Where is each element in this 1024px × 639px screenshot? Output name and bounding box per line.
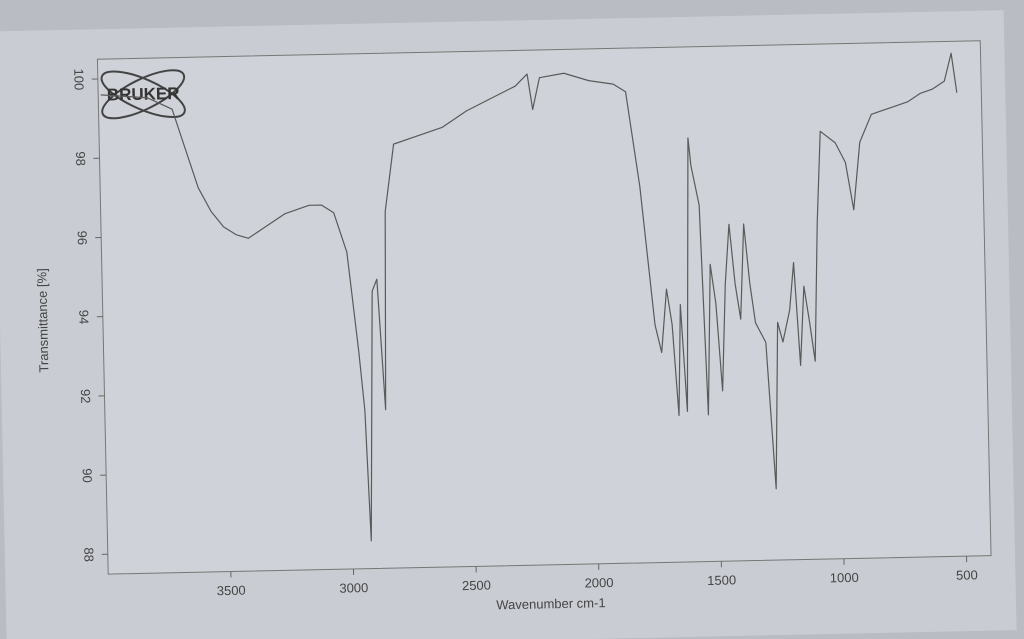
y-tick-label: 88	[81, 547, 96, 562]
y-tick-label: 90	[80, 468, 95, 483]
y-tick-label: 94	[76, 310, 91, 325]
x-tick-label: 2500	[462, 578, 491, 594]
spectrum-line	[100, 52, 958, 542]
x-axis-label: Wavenumber cm-1	[496, 595, 606, 612]
x-tick-label: 2000	[584, 575, 613, 591]
x-tick-label: 1000	[830, 570, 859, 586]
y-tick-label: 92	[78, 389, 93, 404]
x-tick-label: 1500	[707, 572, 736, 588]
y-tick-label: 98	[73, 151, 88, 166]
x-tick-label: 3500	[217, 583, 246, 599]
logo: BRUKER	[100, 69, 186, 120]
x-tick-label: 500	[956, 567, 978, 582]
plot-frame	[96, 40, 992, 575]
y-tick-label: 100	[71, 68, 86, 90]
x-tick-label: 3000	[339, 580, 368, 596]
sheet: BRUKER Wavenumber cm-1 Transmittance [%]…	[0, 10, 1017, 639]
logo-text: BRUKER	[107, 84, 180, 105]
y-tick-label: 96	[75, 230, 90, 245]
y-axis-label: Transmittance [%]	[34, 268, 51, 373]
